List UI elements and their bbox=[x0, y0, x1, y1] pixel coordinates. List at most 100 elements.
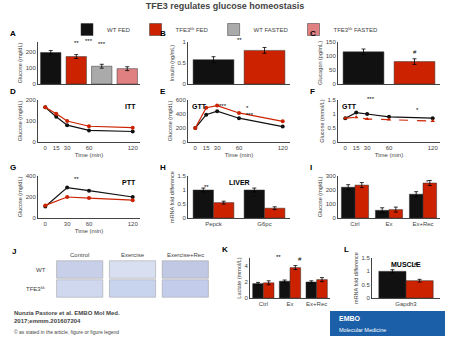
svg-text:0: 0 bbox=[332, 215, 336, 221]
svg-text:4: 4 bbox=[244, 263, 248, 269]
svg-text:0.5: 0.5 bbox=[361, 282, 370, 288]
svg-text:***: *** bbox=[219, 103, 227, 109]
svg-text:MUSCLE: MUSCLE bbox=[391, 261, 421, 268]
svg-text:Glucose (mmol/L): Glucose (mmol/L) bbox=[319, 99, 325, 143]
svg-text:Time (min): Time (min) bbox=[225, 152, 253, 158]
svg-text:200: 200 bbox=[26, 194, 37, 200]
svg-text:30: 30 bbox=[64, 221, 71, 227]
svg-text:**: ** bbox=[74, 40, 79, 46]
svg-text:Ex: Ex bbox=[385, 221, 392, 227]
svg-text:400: 400 bbox=[176, 111, 187, 117]
svg-text:EMBO: EMBO bbox=[339, 315, 361, 322]
svg-text:0: 0 bbox=[44, 221, 48, 227]
svg-text:TFE3ᵏᵏ FED: TFE3ᵏᵏ FED bbox=[176, 27, 209, 33]
svg-text:***: *** bbox=[367, 96, 375, 102]
svg-text:I: I bbox=[310, 163, 312, 172]
svg-text:120: 120 bbox=[128, 145, 139, 151]
svg-text:Exercise: Exercise bbox=[121, 252, 145, 258]
svg-text:WT: WT bbox=[36, 267, 46, 273]
svg-text:0: 0 bbox=[366, 295, 370, 301]
svg-text:WT FED: WT FED bbox=[107, 27, 131, 33]
svg-text:400: 400 bbox=[26, 173, 37, 179]
svg-text:600: 600 bbox=[176, 97, 187, 103]
svg-text:Time (min): Time (min) bbox=[375, 152, 403, 158]
svg-text:200: 200 bbox=[176, 125, 187, 131]
svg-text:mRNA fold difference: mRNA fold difference bbox=[169, 171, 175, 223]
svg-text:0: 0 bbox=[332, 81, 336, 87]
svg-text:*: * bbox=[416, 107, 419, 113]
svg-text:WT FASTED: WT FASTED bbox=[254, 27, 289, 33]
svg-text:Ex+Rec: Ex+Rec bbox=[412, 221, 433, 227]
svg-text:TFE3 regulates glucose homeost: TFE3 regulates glucose homeostasis bbox=[146, 1, 305, 11]
svg-text:LIVER: LIVER bbox=[229, 179, 250, 186]
svg-text:30: 30 bbox=[214, 145, 221, 151]
svg-text:J: J bbox=[12, 247, 16, 256]
svg-text:***: *** bbox=[85, 38, 93, 44]
svg-text:0: 0 bbox=[32, 139, 36, 145]
svg-text:Glucose (mg/dL): Glucose (mg/dL) bbox=[317, 177, 323, 218]
svg-text:120: 120 bbox=[128, 221, 139, 227]
svg-text:150: 150 bbox=[326, 39, 337, 45]
svg-text:0: 0 bbox=[194, 145, 198, 151]
svg-text:60: 60 bbox=[236, 145, 243, 151]
svg-text:Nunzia Pastore et al. EMBO Mol: Nunzia Pastore et al. EMBO Mol Med.2017;… bbox=[14, 310, 120, 324]
svg-text:Glucagon (pg/mL): Glucagon (pg/mL) bbox=[317, 41, 323, 85]
svg-text:100: 100 bbox=[326, 201, 337, 207]
svg-text:#: # bbox=[413, 49, 417, 55]
svg-text:0: 0 bbox=[182, 81, 186, 87]
svg-text:200: 200 bbox=[326, 187, 337, 193]
svg-text:120: 120 bbox=[278, 145, 289, 151]
svg-text:GTT: GTT bbox=[192, 103, 207, 110]
svg-text:B: B bbox=[160, 29, 166, 38]
svg-text:ITT: ITT bbox=[125, 103, 136, 110]
svg-text:100: 100 bbox=[26, 65, 37, 71]
svg-text:C: C bbox=[310, 29, 316, 38]
svg-text:D: D bbox=[10, 87, 16, 96]
svg-text:Ex: Ex bbox=[286, 301, 293, 307]
svg-text:Pepck: Pepck bbox=[205, 221, 223, 227]
svg-text:**: ** bbox=[237, 37, 242, 43]
svg-text:1: 1 bbox=[182, 187, 186, 193]
svg-text:G: G bbox=[10, 163, 16, 172]
svg-text:mRNA fold difference: mRNA fold difference bbox=[353, 252, 359, 304]
svg-text:H: H bbox=[160, 163, 166, 172]
svg-text:15: 15 bbox=[353, 145, 360, 151]
svg-text:30: 30 bbox=[64, 145, 71, 151]
svg-text:L: L bbox=[344, 245, 349, 254]
svg-text:2: 2 bbox=[244, 279, 248, 285]
svg-text:© as stated in the article, fi: © as stated in the article, figure or fi… bbox=[14, 329, 119, 335]
svg-text:0: 0 bbox=[344, 145, 348, 151]
svg-text:300: 300 bbox=[326, 173, 337, 179]
svg-text:E: E bbox=[160, 87, 166, 96]
svg-text:*: * bbox=[246, 105, 249, 111]
svg-text:TFE3ᵏᵏ FASTED: TFE3ᵏᵏ FASTED bbox=[334, 27, 378, 33]
svg-text:Glucose (mg/dL): Glucose (mg/dL) bbox=[167, 101, 173, 142]
svg-text:0.5: 0.5 bbox=[327, 125, 336, 131]
svg-text:Control: Control bbox=[70, 252, 89, 258]
svg-text:0: 0 bbox=[32, 215, 36, 221]
svg-text:1.5: 1.5 bbox=[327, 97, 336, 103]
svg-text:15: 15 bbox=[203, 145, 210, 151]
svg-text:Ex+Rec: Ex+Rec bbox=[306, 301, 327, 307]
svg-text:Ctrl: Ctrl bbox=[350, 221, 359, 227]
svg-text:Molecular Medicine: Molecular Medicine bbox=[339, 327, 386, 333]
svg-text:***: *** bbox=[246, 112, 254, 118]
svg-text:15: 15 bbox=[53, 145, 60, 151]
svg-text:1: 1 bbox=[332, 111, 336, 117]
svg-text:1.5: 1.5 bbox=[361, 255, 370, 261]
svg-text:100: 100 bbox=[326, 53, 337, 59]
svg-text:**: ** bbox=[74, 176, 79, 182]
svg-text:**: ** bbox=[276, 254, 281, 260]
svg-text:Ctrl: Ctrl bbox=[259, 301, 268, 307]
svg-text:0: 0 bbox=[32, 81, 36, 87]
svg-text:60: 60 bbox=[386, 145, 393, 151]
svg-text:GTT: GTT bbox=[342, 103, 357, 110]
svg-text:0: 0 bbox=[44, 145, 48, 151]
svg-text:120: 120 bbox=[428, 145, 439, 151]
svg-text:*: * bbox=[253, 194, 256, 200]
svg-text:0: 0 bbox=[182, 215, 186, 221]
svg-text:G6pc: G6pc bbox=[257, 221, 271, 227]
svg-text:Glucose (mg/dL): Glucose (mg/dL) bbox=[17, 177, 23, 218]
svg-text:A: A bbox=[10, 29, 16, 38]
svg-text:Glucose (mg/dL): Glucose (mg/dL) bbox=[17, 43, 23, 84]
